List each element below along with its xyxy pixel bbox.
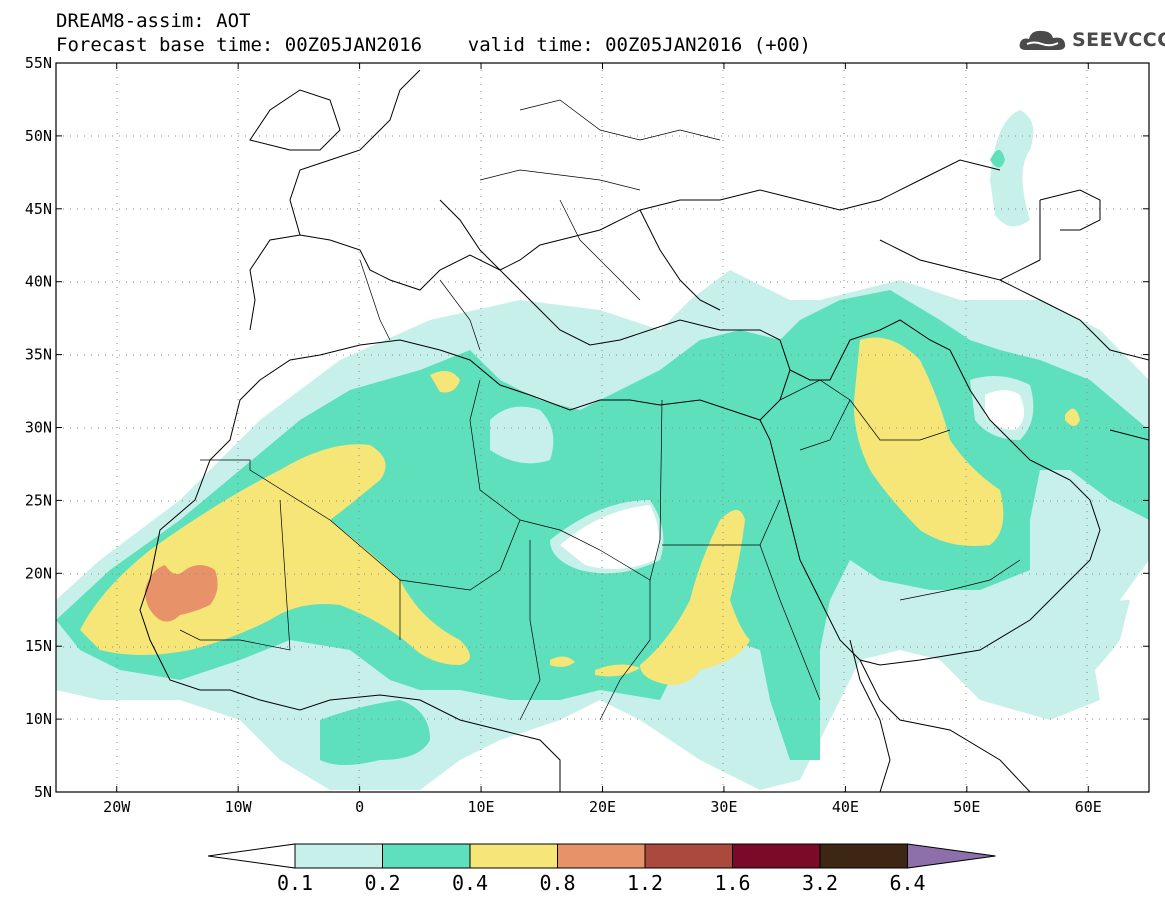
lat-tick-label: 55N (25, 54, 52, 72)
lat-tick-label: 30N (25, 419, 52, 437)
lat-tick-label: 50N (25, 127, 52, 145)
lon-tick-label: 20W (103, 798, 131, 816)
colorbar-label: 1.2 (627, 871, 663, 895)
lon-tick-label: 0 (355, 798, 364, 816)
lat-axis: 55N 50N 45N 40N 35N 30N 25N 20N 15N 10N 5N (25, 54, 1149, 801)
lat-tick-label: 10N (25, 710, 52, 728)
colorbar-label: 3.2 (802, 871, 838, 895)
colorbar-label: 0.4 (452, 871, 488, 895)
coastlines (139, 69, 1149, 792)
lon-tick-label: 10E (468, 798, 495, 816)
lon-tick-label: 10W (225, 798, 253, 816)
colorbar-label: 6.4 (889, 871, 925, 895)
aot-level-0.8 (145, 565, 218, 622)
seevccc-logo: SEEVCCC (1018, 26, 1165, 54)
colorbar-label: 0.2 (364, 871, 400, 895)
forecast-time-line: Forecast base time: 00Z05JAN2016 valid t… (56, 34, 811, 56)
lat-tick-label: 20N (25, 564, 52, 582)
colorbar-label: 1.6 (714, 871, 750, 895)
lat-tick-label: 15N (25, 637, 52, 655)
logo-text: SEEVCCC (1072, 29, 1165, 51)
colorbar-label: 0.1 (277, 871, 313, 895)
colorbar-box (819, 843, 908, 869)
lon-tick-label: 50E (953, 798, 980, 816)
aot-field (56, 63, 1149, 792)
lon-tick-label: 20E (589, 798, 616, 816)
grid-lines (56, 63, 1149, 792)
lat-tick-label: 35N (25, 346, 52, 364)
lat-tick-label: 40N (25, 273, 52, 291)
colorbar-underflow-triangle (207, 843, 296, 869)
colorbar-overflow-triangle (907, 843, 996, 869)
cloud-icon (1019, 30, 1066, 50)
lon-tick-label: 40E (832, 798, 859, 816)
lon-tick-label: 30E (710, 798, 737, 816)
lon-axis: 20W 10W 0 10E 20E 30E 40E 50E 60E (103, 63, 1102, 816)
country-borders (179, 99, 1021, 721)
colorbar-label: 0.8 (539, 871, 575, 895)
colorbar-box (644, 843, 733, 869)
colorbar-box (469, 843, 558, 869)
colorbar-box (294, 843, 383, 869)
colorbar-box (382, 843, 471, 869)
colorbar-box (732, 843, 821, 869)
lon-tick-label: 60E (1075, 798, 1102, 816)
map-title: DREAM8-assim: AOT (56, 10, 251, 32)
aot-low-region (560, 390, 1024, 569)
lat-tick-label: 25N (25, 491, 52, 509)
lat-tick-label: 5N (34, 783, 52, 801)
colorbar: 0.1 0.2 0.4 0.8 1.2 1.6 3.2 6.4 (207, 843, 996, 895)
lat-tick-label: 45N (25, 200, 52, 218)
colorbar-box (557, 843, 646, 869)
